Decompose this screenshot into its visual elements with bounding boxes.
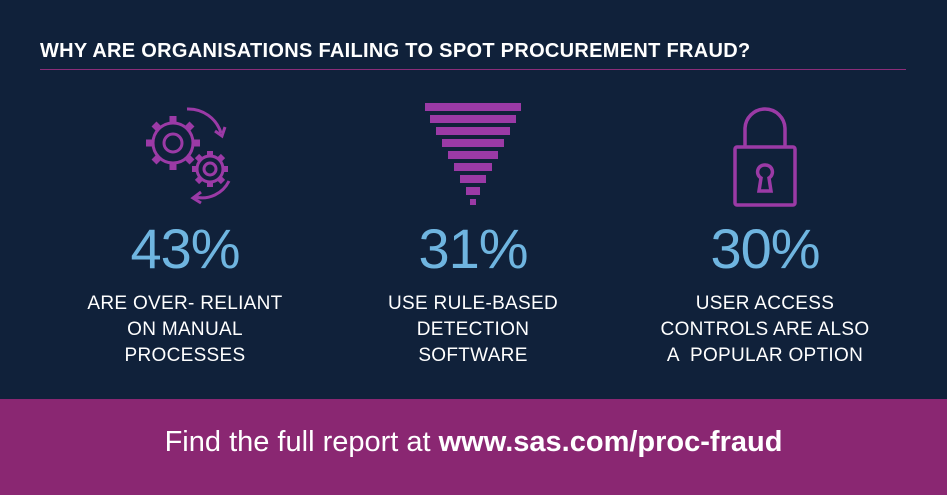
footer-lead-text: Find the full report at: [164, 426, 439, 458]
stat-rule-based-software: 31% USE RULE-BASED DETECTION SOFTWARE: [323, 95, 623, 369]
stat-description-line: CONTROLS ARE ALSO: [660, 319, 870, 340]
stat-description: ARE OVER- RELIANT ON MANUAL PROCESSES: [35, 291, 335, 369]
stat-value: 43%: [130, 217, 240, 280]
stat-description: USE RULE-BASED DETECTION SOFTWARE: [323, 291, 623, 369]
footer-text: Find the full report at www.sas.com/proc…: [0, 426, 947, 459]
footer-banner: Find the full report at www.sas.com/proc…: [0, 399, 947, 495]
stat-description-line: ON MANUAL: [127, 319, 243, 340]
stat-user-access-controls: 30% USER ACCESS CONTROLS ARE ALSO A POPU…: [615, 95, 915, 369]
stat-description-line: A POPULAR OPTION: [666, 345, 864, 366]
padlock-icon: [733, 107, 797, 207]
stat-description-line: DETECTION: [416, 319, 530, 340]
report-link[interactable]: www.sas.com/proc-fraud: [438, 426, 783, 458]
page-title: WHY ARE ORGANISATIONS FAILING TO SPOT PR…: [40, 40, 751, 62]
stat-value: 30%: [710, 217, 820, 280]
funnel-icon: [425, 103, 521, 205]
stat-description: USER ACCESS CONTROLS ARE ALSO A POPULAR …: [615, 291, 915, 369]
stat-description-line: SOFTWARE: [418, 345, 528, 366]
stat-description-line: USER ACCESS: [695, 293, 835, 314]
stat-value: 31%: [418, 217, 528, 280]
gears-icon: [146, 107, 231, 205]
stat-description-line: PROCESSES: [124, 345, 246, 366]
stat-description-line: USE RULE-BASED: [388, 293, 558, 314]
stat-manual-processes: 43% ARE OVER- RELIANT ON MANUAL PROCESSE…: [35, 95, 335, 369]
title-divider: [40, 69, 906, 70]
stat-description-line: ARE OVER- RELIANT: [87, 293, 283, 314]
